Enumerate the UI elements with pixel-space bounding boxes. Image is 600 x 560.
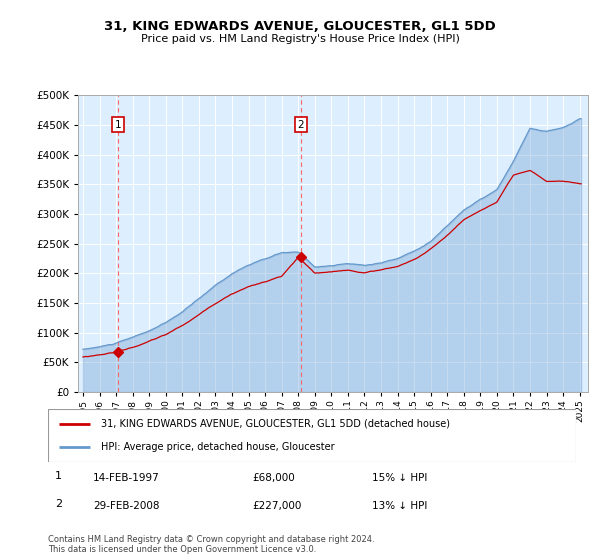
Text: 29-FEB-2008: 29-FEB-2008 xyxy=(93,501,160,511)
Text: 15% ↓ HPI: 15% ↓ HPI xyxy=(372,473,427,483)
Text: Contains HM Land Registry data © Crown copyright and database right 2024.
This d: Contains HM Land Registry data © Crown c… xyxy=(48,535,374,554)
Text: HPI: Average price, detached house, Gloucester: HPI: Average price, detached house, Glou… xyxy=(101,442,334,452)
Text: £68,000: £68,000 xyxy=(252,473,295,483)
Text: 1: 1 xyxy=(115,120,121,130)
Text: £227,000: £227,000 xyxy=(252,501,301,511)
Text: 31, KING EDWARDS AVENUE, GLOUCESTER, GL1 5DD (detached house): 31, KING EDWARDS AVENUE, GLOUCESTER, GL1… xyxy=(101,419,450,429)
Text: 2: 2 xyxy=(298,120,304,130)
FancyBboxPatch shape xyxy=(48,409,576,462)
Text: 14-FEB-1997: 14-FEB-1997 xyxy=(93,473,160,483)
Text: 31, KING EDWARDS AVENUE, GLOUCESTER, GL1 5DD: 31, KING EDWARDS AVENUE, GLOUCESTER, GL1… xyxy=(104,20,496,32)
Text: Price paid vs. HM Land Registry's House Price Index (HPI): Price paid vs. HM Land Registry's House … xyxy=(140,34,460,44)
Text: 2: 2 xyxy=(55,499,62,509)
Text: 13% ↓ HPI: 13% ↓ HPI xyxy=(372,501,427,511)
Text: 1: 1 xyxy=(55,471,62,481)
